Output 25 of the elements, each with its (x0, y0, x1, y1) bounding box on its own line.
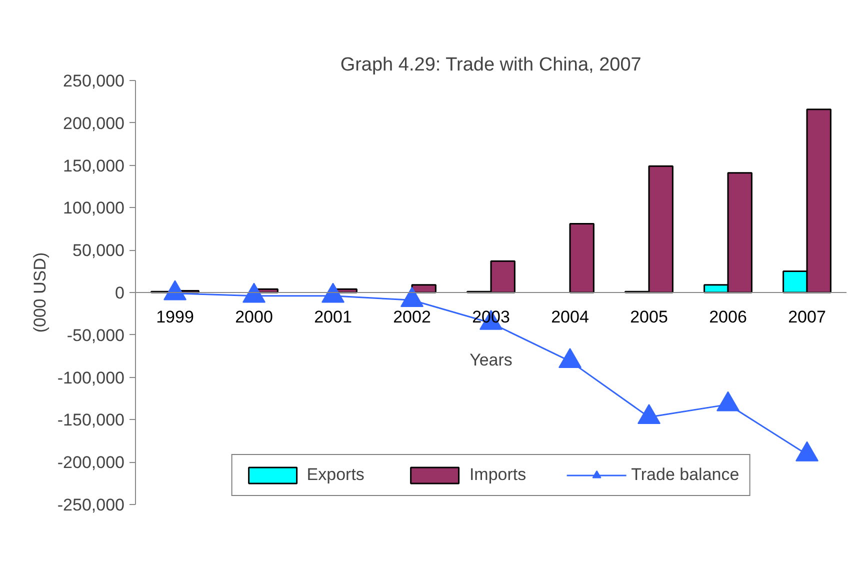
y-tick-label: -100,000 (57, 368, 125, 388)
y-tick-label: -50,000 (66, 326, 125, 345)
x-tick-label: 2001 (314, 308, 352, 326)
legend-label: Exports (306, 465, 364, 485)
x-tick-label: 2000 (235, 308, 273, 326)
x-tick-label: 2006 (709, 308, 747, 326)
x-tick-label: 1999 (156, 308, 194, 326)
y-tick-label: 250,000 (63, 72, 124, 90)
chart-title: Graph 4.29: Trade with China, 2007 (340, 54, 642, 76)
y-tick-label: -250,000 (57, 496, 125, 514)
x-tick-label: 2007 (788, 308, 826, 326)
y-tick-label: 100,000 (63, 198, 124, 218)
y-tick-label: -150,000 (57, 410, 125, 430)
y-tick-label: -200,000 (57, 453, 125, 472)
y-tick-label: 150,000 (63, 156, 124, 176)
y-tick-label: 50,000 (72, 241, 125, 260)
legend-label: Trade balance (631, 465, 740, 485)
x-tick-label: 2004 (551, 308, 589, 326)
x-tick-label: 2005 (630, 308, 668, 326)
x-axis-title: Years (470, 350, 512, 370)
legend-label: Imports (469, 465, 526, 485)
y-tick-label: 0 (115, 284, 125, 302)
x-tick-label: 2002 (393, 308, 431, 326)
y-axis-title: (000 USD) (30, 252, 50, 333)
y-tick-label: 200,000 (63, 114, 124, 133)
